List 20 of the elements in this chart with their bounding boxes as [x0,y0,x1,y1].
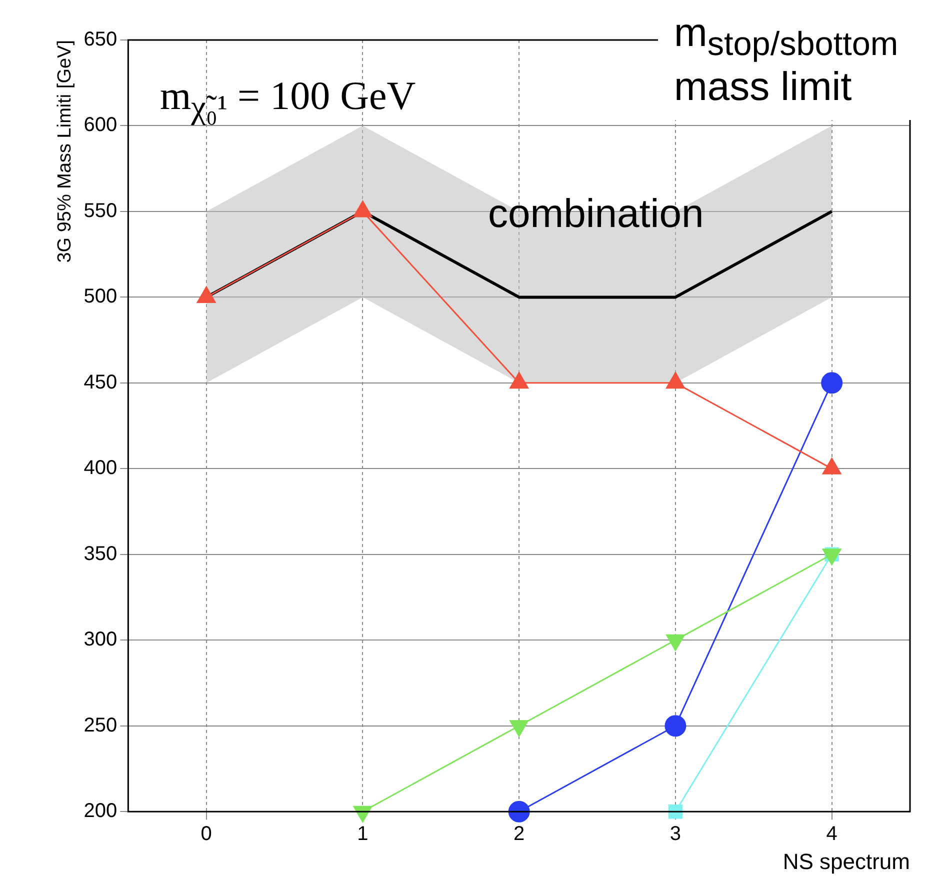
x-tick-label: 1 [357,823,368,846]
x-axis-title: NS spectrum [782,848,910,874]
y-tick-label: 250 [84,714,118,736]
y-tick-label: 600 [84,114,118,136]
x-tick-label: 2 [514,823,525,846]
y-tick-label: 350 [84,542,118,565]
annotation: m$_{χ̃₀¹}$ = 100 GeV [160,72,416,127]
x-tick-label: 4 [826,823,838,846]
y-tick-label: 500 [84,286,118,308]
y-tick-label: 300 [84,628,118,651]
y-tick-label: 550 [84,200,118,222]
annotation: m$_{stop/sbottom}$ mass limit [658,8,934,120]
y-axis-title: 3G 95% Mass Limiti [GeV] [54,40,76,263]
y-tick-label: 450 [84,371,118,394]
y-tick-label: 650 [84,28,118,51]
annotation: combination [488,192,704,237]
y-tick-label: 200 [84,800,118,822]
x-tick-label: 0 [200,823,212,846]
x-tick-label: 3 [670,823,682,846]
y-tick-label: 400 [84,457,118,480]
